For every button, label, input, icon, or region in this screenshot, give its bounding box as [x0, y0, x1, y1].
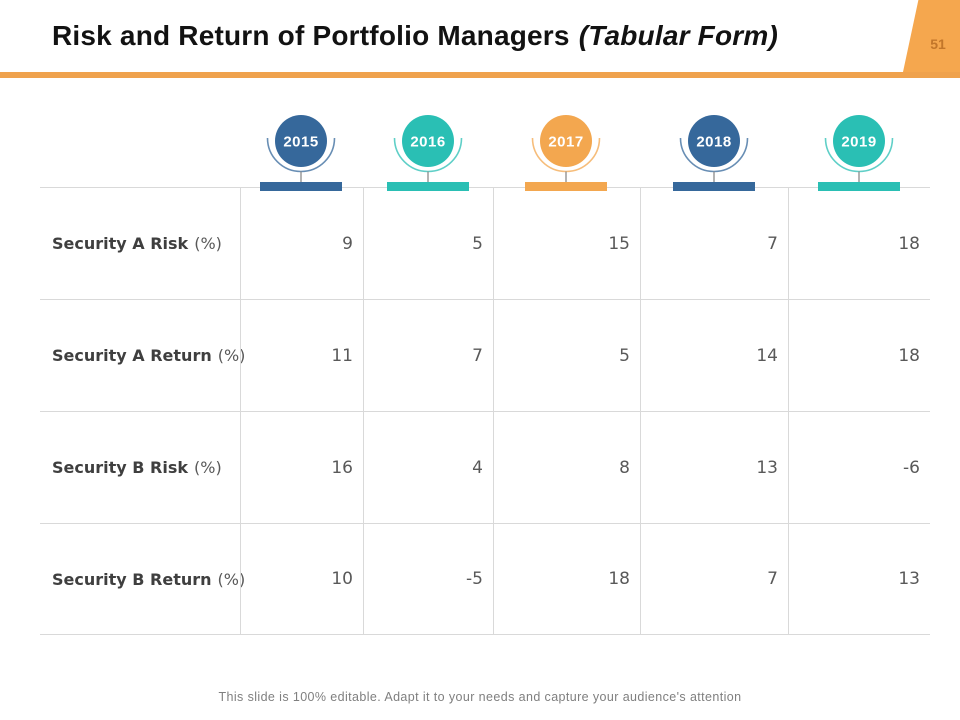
table-cell: 15: [493, 187, 640, 299]
table-cell: 9: [240, 187, 363, 299]
year-label: 2018: [696, 134, 731, 151]
table-cell: 16: [240, 411, 363, 523]
row-label-security-a-risk: Security A Risk (%): [40, 187, 240, 299]
table-cell: 5: [363, 187, 493, 299]
page-title-suffix: (Tabular Form): [578, 20, 779, 51]
table-cell: -5: [363, 523, 493, 635]
row-label-security-a-return: Security A Return (%): [40, 299, 245, 411]
table-cell: 14: [640, 299, 788, 411]
row-label-unit: (%): [217, 346, 246, 365]
row-label-text: Security B Risk: [52, 458, 189, 477]
column-bar-2015: [260, 182, 342, 191]
year-badge-2015: 2015: [251, 108, 351, 200]
row-label-text: Security A Return: [52, 346, 212, 365]
badge-circle: [275, 115, 327, 167]
table-cell: 18: [788, 187, 930, 299]
table-cell: 13: [640, 411, 788, 523]
column-bar-2018: [673, 182, 755, 191]
header-accent-rule: [0, 72, 960, 78]
table-cell: 7: [640, 187, 788, 299]
row-label-security-b-risk: Security B Risk (%): [40, 411, 240, 523]
table-cell: 8: [493, 411, 640, 523]
badge-circle: [540, 115, 592, 167]
table-cell: 7: [640, 523, 788, 635]
table-cell: 18: [788, 299, 930, 411]
badge-circle: [688, 115, 740, 167]
table-cell: 18: [493, 523, 640, 635]
year-label: 2015: [283, 134, 318, 151]
row-label-text: Security B Return: [52, 569, 212, 589]
page-title: Risk and Return of Portfolio Managers (T…: [52, 0, 778, 72]
row-label-unit: (%): [217, 569, 246, 589]
table-cell: 11: [240, 299, 363, 411]
year-label: 2019: [841, 134, 876, 151]
footer-note: This slide is 100% editable. Adapt it to…: [218, 690, 742, 704]
column-bar-2017: [525, 182, 607, 191]
year-badge-2017: 2017: [516, 108, 616, 200]
year-badge-2018: 2018: [664, 108, 764, 200]
slide-page-number: 51: [930, 36, 946, 52]
table-cell: 10: [240, 523, 363, 635]
row-label-text: Security A Risk: [52, 234, 189, 253]
year-label: 2017: [548, 134, 583, 151]
table-cell: 4: [363, 411, 493, 523]
row-label-unit: (%): [194, 234, 222, 253]
data-table: Security A Risk (%) 9 5 15 7 18 Security…: [40, 187, 930, 635]
row-label-unit: (%): [194, 458, 222, 477]
year-badge-2019: 2019: [809, 108, 909, 200]
table-cell: 5: [493, 299, 640, 411]
slide-header: Risk and Return of Portfolio Managers (T…: [0, 0, 960, 72]
table-cell: -6: [788, 411, 930, 523]
year-badge-2016: 2016: [378, 108, 478, 200]
column-bar-2019: [818, 182, 900, 191]
year-label: 2016: [410, 134, 445, 151]
page-title-main: Risk and Return of Portfolio Managers: [52, 20, 570, 51]
badge-circle: [833, 115, 885, 167]
badge-circle: [402, 115, 454, 167]
table-cell: 7: [363, 299, 493, 411]
row-label-security-b-return: Security B Return (%): [40, 523, 245, 635]
table-cell: 13: [788, 523, 930, 635]
column-bar-2016: [387, 182, 469, 191]
